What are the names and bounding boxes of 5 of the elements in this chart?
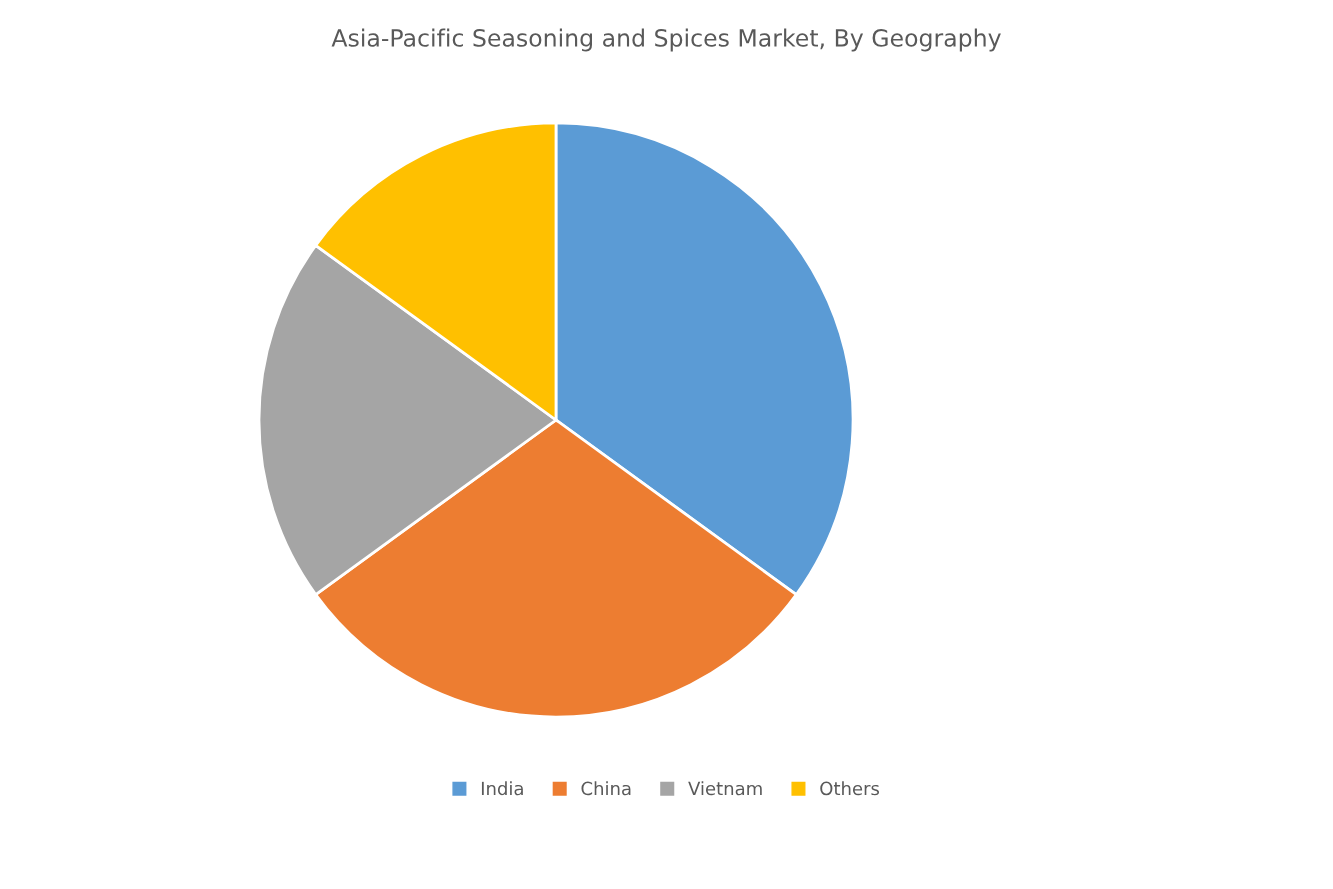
legend-label: Vietnam xyxy=(688,781,762,796)
legend-label: China xyxy=(581,781,631,796)
chart-title: Asia-Pacific Seasoning and Spices Market, By Geography xyxy=(331,28,1001,52)
legend-label: Others xyxy=(820,781,880,796)
legend-label: India xyxy=(481,781,523,796)
